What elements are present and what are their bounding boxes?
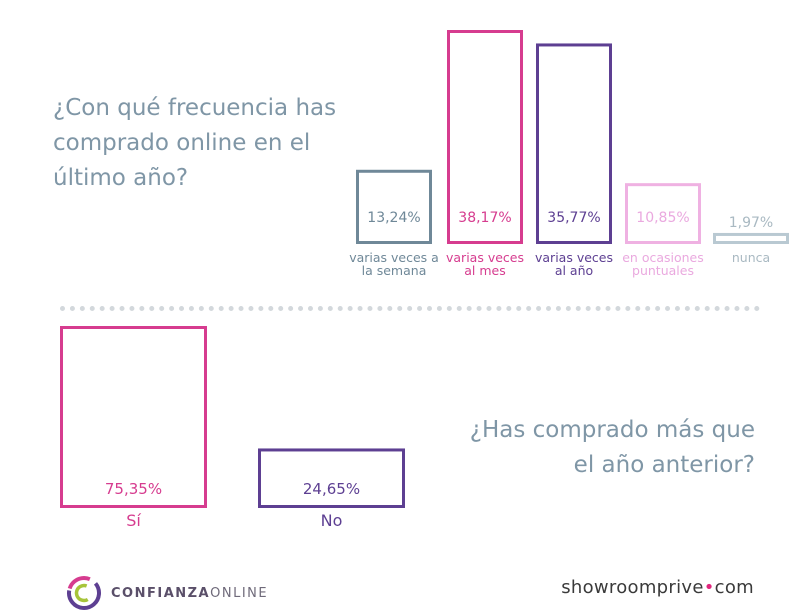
bar <box>258 448 405 508</box>
top-question-line3: último año? <box>53 165 189 191</box>
bar <box>356 169 432 244</box>
bar-value-label: 35,77% <box>547 210 600 226</box>
confianza-online-wordmark: CONFIANZAONLINE <box>111 585 269 601</box>
bar-value-label: 38,17% <box>458 210 511 226</box>
bar <box>713 232 789 244</box>
bottom-question: ¿Has comprado más que el año anterior? <box>450 413 755 483</box>
bar-value-label: 24,65% <box>303 480 360 498</box>
category-label: varias veces a la semana <box>349 250 439 278</box>
confianza-ring-icon <box>67 576 101 610</box>
bar <box>60 326 207 508</box>
showroomprive-dot: • <box>703 577 715 598</box>
bar-value-label: 1,97% <box>729 215 773 231</box>
bar <box>447 30 523 244</box>
top-question-line1: ¿Con qué frecuencia has <box>53 95 337 121</box>
bar <box>625 183 701 245</box>
category-label: nunca <box>732 250 770 265</box>
top-question: ¿Con qué frecuencia has comprado online … <box>53 91 343 196</box>
bottom-question-line2: el año anterior? <box>573 452 755 478</box>
category-label: en ocasiones puntuales <box>622 250 704 278</box>
category-label: varias veces al año <box>535 250 613 278</box>
bar-value-label: 75,35% <box>105 480 162 498</box>
more-than-last-year-bar-chart: 75,35% Sí 24,65% No <box>60 326 405 530</box>
top-question-line2: comprado online en el <box>53 130 311 156</box>
category-label: No <box>321 511 343 530</box>
bottom-question-line1: ¿Has comprado más que <box>469 417 755 443</box>
showroomprive-suffix: com <box>714 577 754 598</box>
category-label: Sí <box>126 511 141 530</box>
showroomprive-wordmark: showroomprive <box>561 577 704 598</box>
dotted-divider <box>60 306 760 311</box>
category-label: varias veces al mes <box>446 250 524 278</box>
showroomprive-logo: showroomprive•com <box>561 577 754 598</box>
bar <box>536 43 612 244</box>
frequency-bar-chart: 13,24% varias veces a la semana 38,17% varia… <box>349 30 789 278</box>
bar-value-label: 10,85% <box>636 210 689 226</box>
confianza-online-logo: CONFIANZAONLINE <box>66 574 268 612</box>
bar-value-label: 13,24% <box>367 210 420 226</box>
